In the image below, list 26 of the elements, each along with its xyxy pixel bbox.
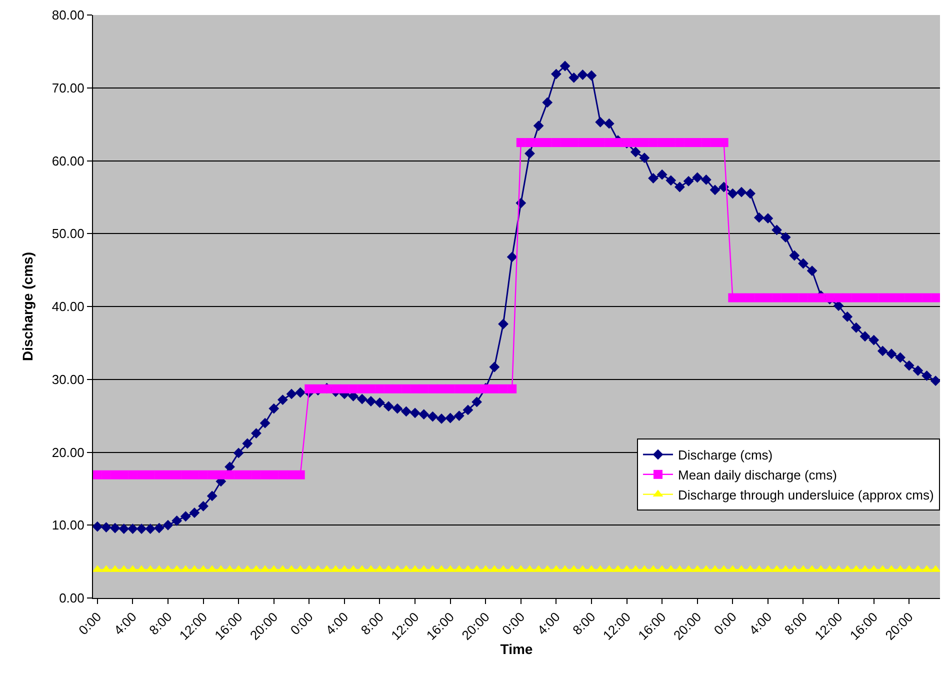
x-tick-label: 8:00 — [146, 609, 175, 638]
x-tick-label: 8:00 — [781, 609, 810, 638]
x-tick-label: 0:00 — [76, 609, 104, 638]
y-tick-label: 20.00 — [52, 444, 84, 460]
y-tick-label: 80.00 — [52, 8, 84, 23]
x-tick-label: 4:00 — [322, 609, 352, 638]
y-tick-label: 0.00 — [59, 590, 84, 606]
x-tick-label: 0:00 — [287, 609, 316, 638]
y-tick-label: 10.00 — [52, 518, 84, 533]
legend-label: Mean daily discharge (cms) — [678, 467, 837, 482]
y-tick-label: 40.00 — [52, 299, 84, 314]
x-axis-title: Time — [500, 641, 533, 658]
x-tick-label: 4:00 — [746, 609, 775, 638]
x-tick-label: 8:00 — [358, 609, 386, 638]
y-tick-label: 70.00 — [52, 80, 84, 96]
y-tick-label: 60.00 — [52, 153, 84, 168]
y-tick-label: 50.00 — [52, 226, 84, 242]
x-tick-label: 4:00 — [534, 609, 563, 638]
legend-label: Discharge through undersluice (approx cms) — [678, 487, 934, 502]
y-axis-title: Discharge (cms) — [19, 252, 36, 361]
legend-label: Discharge (cms) — [678, 448, 773, 463]
x-tick-label: 0:00 — [710, 609, 740, 638]
x-tick-label: 0:00 — [499, 609, 528, 638]
y-tick-label: 30.00 — [52, 372, 84, 387]
x-tick-label: 8:00 — [570, 609, 598, 638]
x-tick-label: 4:00 — [110, 609, 140, 638]
